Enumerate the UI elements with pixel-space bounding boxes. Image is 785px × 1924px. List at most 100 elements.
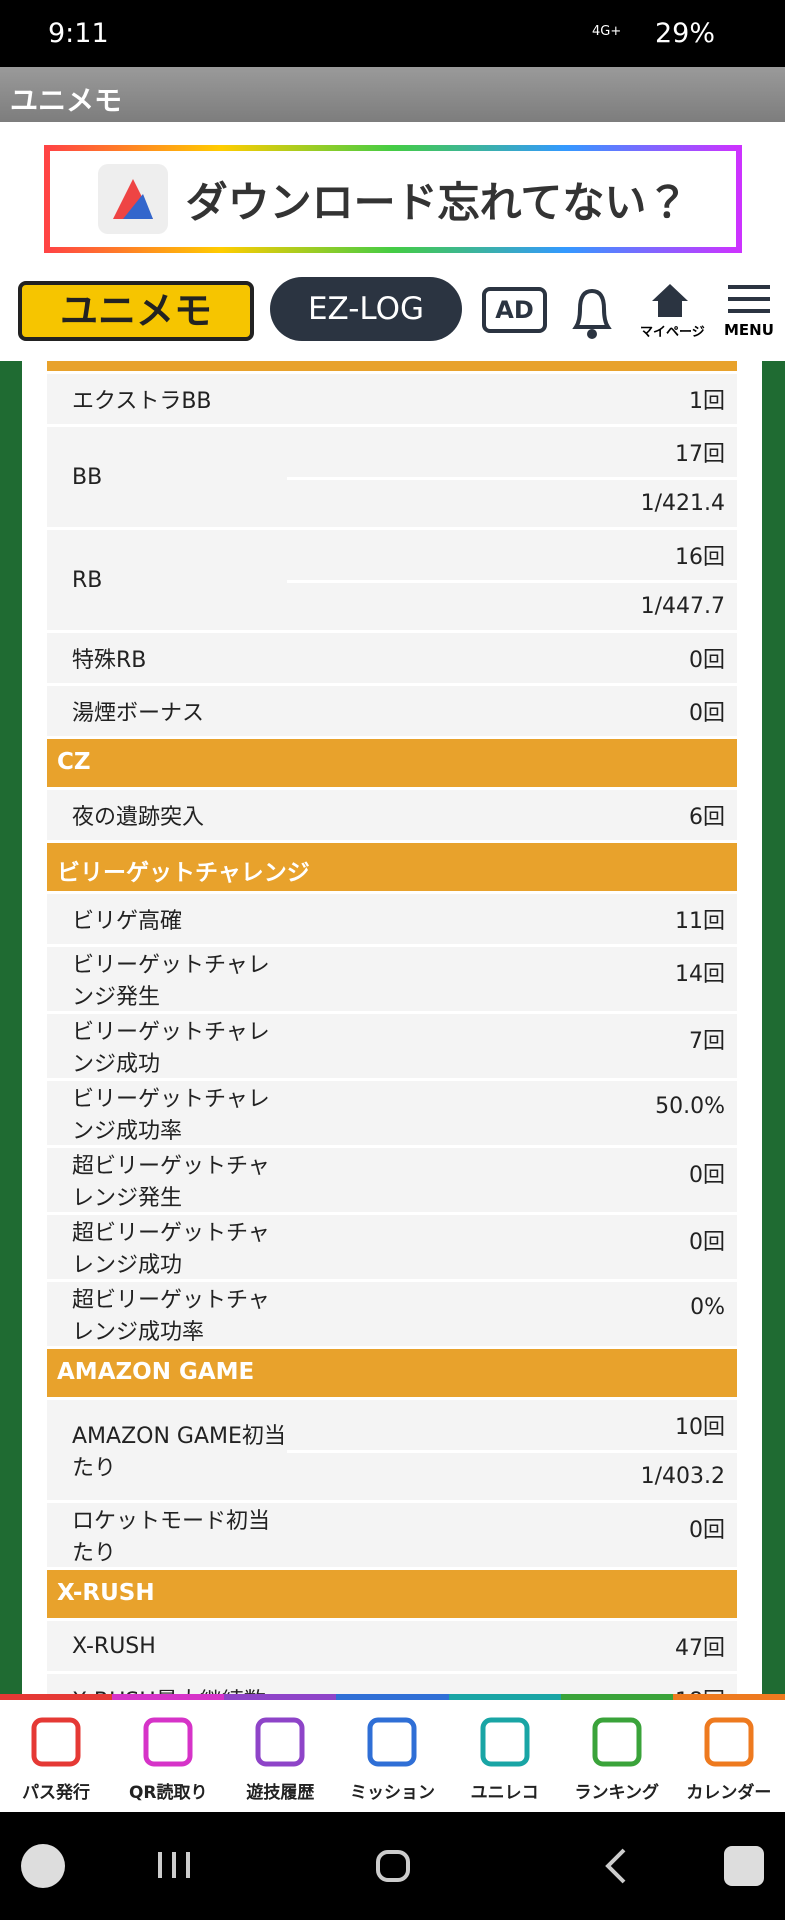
nav-icon: [31, 1717, 81, 1767]
table-row: AMAZON GAME初当たり 10回 1/403.2: [47, 1400, 737, 1500]
section-header: ビリーゲットチャレンジ: [47, 843, 737, 891]
nav-label: カレンダー: [686, 1783, 772, 1803]
nav-icon: [143, 1717, 193, 1767]
nav-icon: [704, 1717, 754, 1767]
row-label: RB: [72, 567, 103, 593]
row-values: 0%: [287, 1282, 737, 1346]
row-value: 14回: [675, 962, 725, 987]
row-values: 6回: [287, 790, 737, 840]
nav-item[interactable]: ミッション: [336, 1694, 449, 1812]
row-label: ロケットモード初当たり: [72, 1509, 271, 1566]
banner-text: ダウンロード忘れてない？: [185, 177, 689, 227]
bottom-nav: パス発行 QR読取り 遊技履歴 ミッション ユニレコ ランキング カレンダー: [0, 1694, 785, 1812]
table-row: ロケットモード初当たり 0回: [47, 1503, 737, 1567]
menu-icon: [728, 285, 770, 313]
row-value: 6回: [689, 805, 725, 830]
data-panel: エクストラBB 1回 BB 17回 1/421.4 RB 16回 1/447.7 特殊RB 0回湯…: [22, 361, 762, 1694]
row-values: 0回: [287, 1503, 737, 1567]
table-row: RB 16回 1/447.7: [47, 530, 737, 630]
row-label: 超ビリーゲットチャレンジ成功率: [72, 1288, 270, 1345]
table-row: 特殊RB 0回: [47, 633, 737, 683]
nav-label: パス発行: [22, 1783, 91, 1803]
table-row: 夜の遺跡突入 6回: [47, 790, 737, 840]
table-row: ビリーゲットチャレンジ成功率 50.0%: [47, 1081, 737, 1145]
row-values: 0回: [287, 686, 737, 736]
ad-button[interactable]: AD: [482, 287, 547, 333]
bell-icon[interactable]: [566, 281, 618, 343]
row-label: BB: [72, 464, 103, 490]
banner-icon: [97, 164, 168, 234]
nav-label: 遊技履歴: [246, 1783, 315, 1803]
banner[interactable]: ダウンロード忘れてない？: [44, 145, 742, 253]
table-row: エクストラBB 1回: [47, 374, 737, 424]
row-label: 夜の遺跡突入: [72, 805, 205, 830]
mypage-label[interactable]: マイページ: [640, 325, 705, 340]
row-label: 湯煙ボーナス: [72, 701, 205, 726]
menu-label[interactable]: MENU: [724, 321, 774, 339]
section-header: AMAZON GAME: [47, 1349, 737, 1397]
battery: 29%: [655, 18, 716, 49]
table-row: 超ビリーゲットチャレンジ成功 0回: [47, 1215, 737, 1279]
content: エクストラBB 1回 BB 17回 1/421.4 RB 16回 1/447.7 特殊RB 0回湯…: [0, 361, 785, 1694]
section-strip: [47, 361, 737, 371]
time: 9:11: [48, 18, 109, 49]
row-label: 超ビリーゲットチャレンジ成功: [72, 1221, 270, 1278]
app-title: ユニメモ: [10, 84, 123, 117]
row-label: 特殊RB: [72, 648, 147, 673]
row-value: 50.0%: [655, 1093, 725, 1119]
row-value: 11回: [675, 909, 725, 934]
row-value: 0回: [689, 1163, 725, 1188]
status-bar: 9:11 4G+ 29%: [0, 0, 785, 67]
row-values: 16回 1/447.7: [287, 530, 737, 630]
table-row: 超ビリーゲットチャレンジ成功率 0%: [47, 1282, 737, 1346]
row-value: 1/421.4: [287, 477, 737, 527]
system-buttons: [21, 1844, 764, 1888]
row-values: 1回: [287, 374, 737, 424]
row-label: ビリーゲットチャレンジ成功率: [72, 1087, 270, 1144]
home-icon: [652, 284, 688, 317]
nav-icon: [592, 1717, 642, 1767]
nav-icon: [367, 1717, 417, 1767]
row-values: 7回: [287, 1014, 737, 1078]
table-row: ビリーゲットチャレンジ発生 14回: [47, 947, 737, 1011]
ez-log-button[interactable]: EZ-LOG: [270, 277, 462, 341]
row-values: 47回: [287, 1621, 737, 1671]
table-row: ビリゲ高確 11回: [47, 894, 737, 944]
nav-item[interactable]: ランキング: [560, 1694, 673, 1812]
row-value: 0回: [689, 648, 725, 673]
logo[interactable]: ユニメモ: [18, 281, 254, 341]
row-label: AMAZON GAME初当たり: [72, 1424, 286, 1481]
row-value: 7回: [689, 1029, 725, 1054]
row-label: ビリゲ高確: [72, 909, 183, 934]
row-value: 0%: [690, 1294, 725, 1320]
row-values: 10回 1/403.2: [287, 1400, 737, 1500]
row-values: 0回: [287, 1148, 737, 1212]
table-row: 湯煙ボーナス 0回: [47, 686, 737, 736]
row-label: エクストラBB: [72, 389, 212, 414]
nav-label: ユニレコ: [470, 1783, 539, 1803]
nav-item[interactable]: ユニレコ: [448, 1694, 561, 1812]
row-label: X-RUSH最大継続数: [47, 1674, 287, 1694]
app-bar: ユニメモ: [0, 67, 785, 122]
table-row: 超ビリーゲットチャレンジ発生 0回: [47, 1148, 737, 1212]
table-row: BB 17回 1/421.4: [47, 427, 737, 527]
row-values: 50.0%: [287, 1081, 737, 1145]
nav-item[interactable]: QR読取り: [112, 1694, 225, 1812]
row-values: 0回: [287, 633, 737, 683]
row-value: 0回: [689, 701, 725, 726]
header: ユニメモ EZ-LOG AD マイページ MENU: [0, 263, 785, 361]
nav-item[interactable]: パス発行: [0, 1694, 113, 1812]
row-value: 47回: [675, 1636, 725, 1661]
row-label: X-RUSH: [72, 1633, 156, 1659]
row-values: 11回: [287, 894, 737, 944]
row-label: 超ビリーゲットチャレンジ発生: [72, 1154, 270, 1211]
row-value: 0回: [689, 1518, 725, 1543]
nav-label: ランキング: [574, 1783, 660, 1803]
row-value: 10回: [675, 1415, 725, 1440]
nav-label: ミッション: [349, 1783, 435, 1803]
nav-icon: [255, 1717, 305, 1767]
table-row: X-RUSH 47回: [47, 1621, 737, 1671]
row-value: 1/447.7: [287, 580, 737, 630]
nav-item[interactable]: カレンダー: [672, 1694, 785, 1812]
nav-item[interactable]: 遊技履歴: [224, 1694, 337, 1812]
